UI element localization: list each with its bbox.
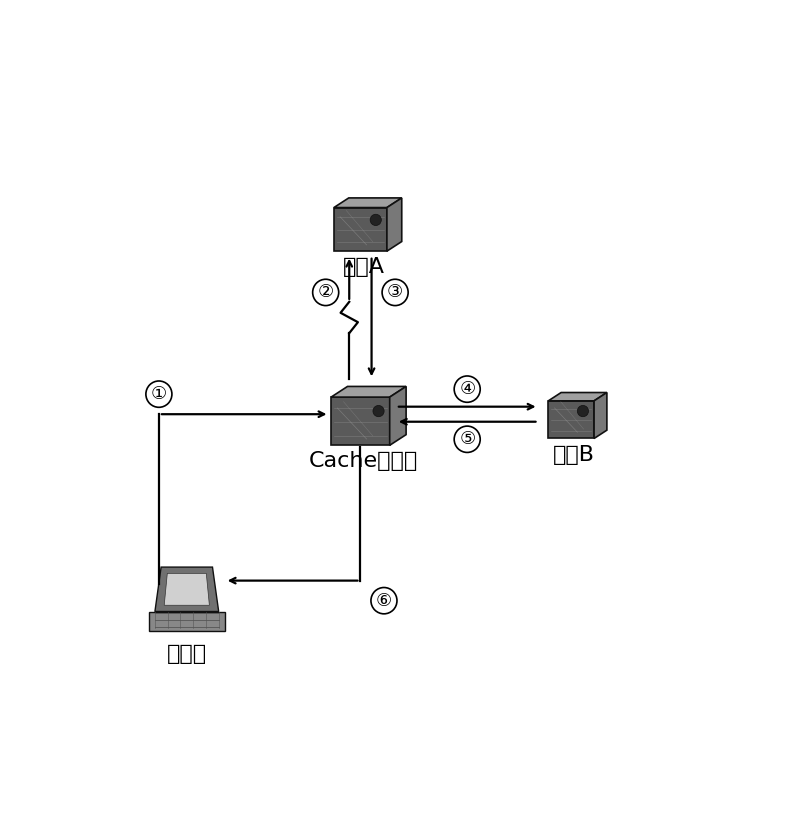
Polygon shape	[334, 208, 387, 252]
Text: ①: ①	[151, 385, 167, 403]
Circle shape	[382, 279, 408, 305]
Polygon shape	[149, 611, 225, 631]
Polygon shape	[164, 573, 210, 606]
Text: ⑤: ⑤	[459, 431, 475, 449]
Circle shape	[146, 381, 172, 407]
Polygon shape	[548, 392, 607, 400]
Polygon shape	[334, 198, 402, 208]
Text: 客户端: 客户端	[166, 644, 207, 664]
Circle shape	[454, 426, 480, 453]
Text: 源站B: 源站B	[554, 445, 595, 466]
Circle shape	[454, 376, 480, 402]
Circle shape	[371, 588, 397, 614]
Polygon shape	[390, 387, 406, 445]
Text: Cache服务器: Cache服务器	[309, 451, 418, 470]
Text: ②: ②	[318, 283, 334, 301]
Polygon shape	[387, 198, 402, 252]
Polygon shape	[331, 397, 390, 445]
Polygon shape	[331, 387, 406, 397]
Polygon shape	[594, 392, 607, 439]
Text: 源站A: 源站A	[342, 257, 385, 277]
Text: ③: ③	[387, 283, 403, 301]
Circle shape	[370, 214, 382, 225]
Circle shape	[373, 405, 384, 417]
Text: ⑥: ⑥	[376, 592, 392, 610]
Circle shape	[313, 279, 338, 305]
Polygon shape	[548, 400, 594, 439]
Circle shape	[578, 405, 589, 417]
Text: ④: ④	[459, 380, 475, 398]
Polygon shape	[155, 567, 218, 611]
